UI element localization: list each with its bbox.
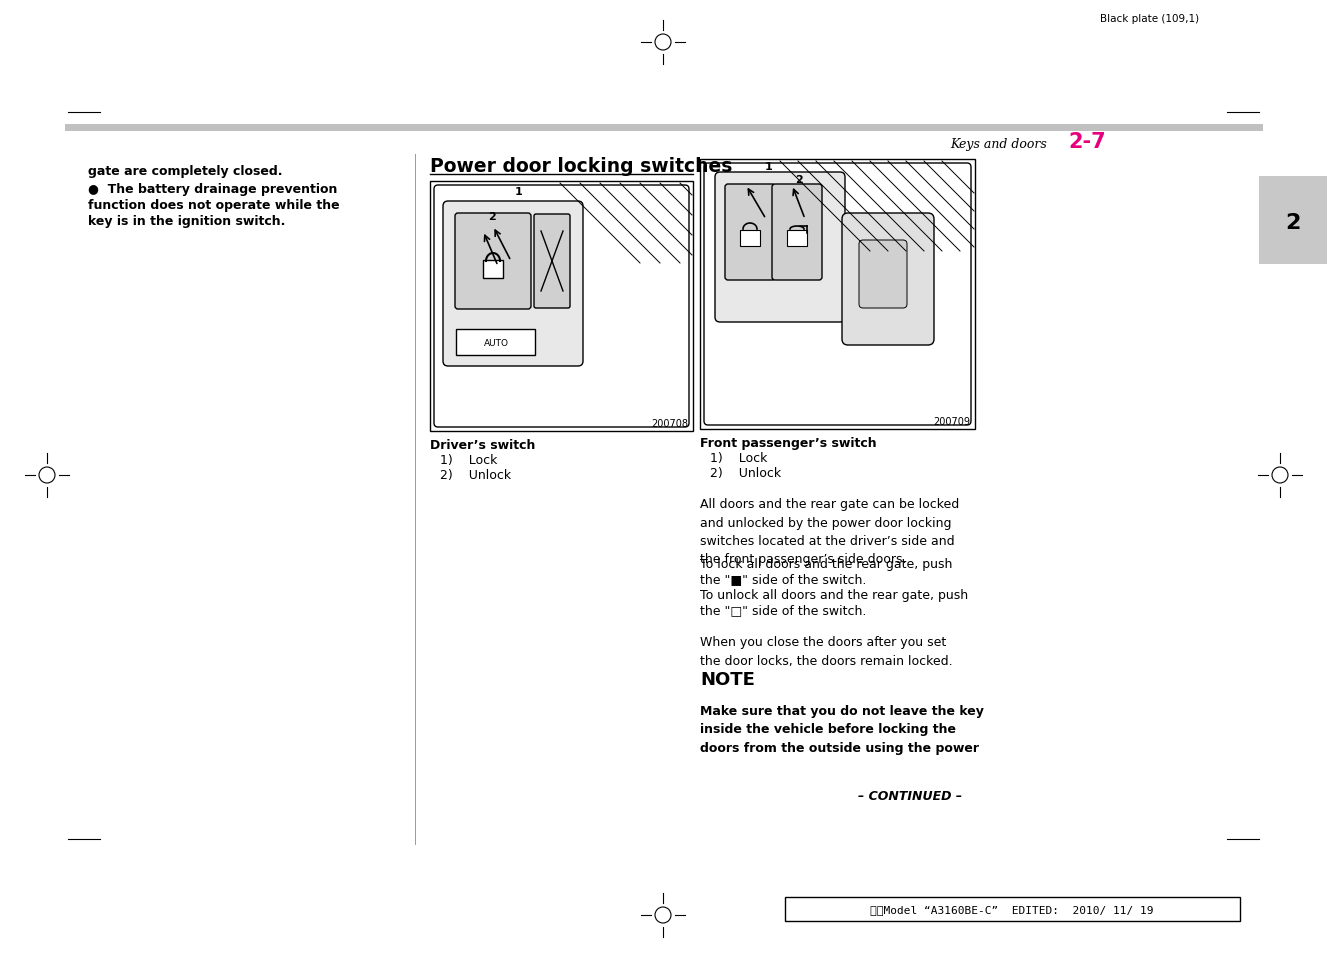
Text: 2: 2 <box>1286 213 1300 233</box>
Text: To unlock all doors and the rear gate, push: To unlock all doors and the rear gate, p… <box>701 588 969 601</box>
Text: Front passenger’s switch: Front passenger’s switch <box>701 436 877 450</box>
Text: To lock all doors and the rear gate, push: To lock all doors and the rear gate, pus… <box>701 558 953 571</box>
FancyBboxPatch shape <box>725 185 775 281</box>
Text: AUTO: AUTO <box>483 338 508 348</box>
Text: 2)    Unlock: 2) Unlock <box>441 469 511 481</box>
Text: 200708: 200708 <box>652 418 687 429</box>
Text: 1)    Lock: 1) Lock <box>441 454 498 467</box>
Text: 北米Model “A3160BE-C”  EDITED:  2010/ 11/ 19: 北米Model “A3160BE-C” EDITED: 2010/ 11/ 19 <box>871 904 1153 914</box>
Text: 2: 2 <box>488 212 496 222</box>
Text: Driver’s switch: Driver’s switch <box>430 438 535 452</box>
FancyBboxPatch shape <box>772 185 821 281</box>
Text: 200709: 200709 <box>933 416 970 427</box>
FancyBboxPatch shape <box>701 160 975 430</box>
Text: gate are completely closed.: gate are completely closed. <box>88 165 283 178</box>
Text: NOTE: NOTE <box>701 670 755 688</box>
Text: ●  The battery drainage prevention: ● The battery drainage prevention <box>88 183 337 195</box>
FancyBboxPatch shape <box>786 897 1239 921</box>
FancyBboxPatch shape <box>455 213 531 310</box>
FancyBboxPatch shape <box>456 330 535 355</box>
FancyBboxPatch shape <box>859 241 906 309</box>
FancyBboxPatch shape <box>843 213 934 346</box>
Text: 1: 1 <box>764 162 772 172</box>
Text: 2)    Unlock: 2) Unlock <box>710 467 782 479</box>
FancyBboxPatch shape <box>715 172 845 323</box>
Text: key is in the ignition switch.: key is in the ignition switch. <box>88 214 285 228</box>
Text: the "■" side of the switch.: the "■" side of the switch. <box>701 573 867 585</box>
Text: 1)    Lock: 1) Lock <box>710 452 767 464</box>
Text: the "□" side of the switch.: the "□" side of the switch. <box>701 603 867 617</box>
Text: 2: 2 <box>795 174 803 185</box>
FancyBboxPatch shape <box>483 261 503 278</box>
Text: – CONTINUED –: – CONTINUED – <box>859 789 962 802</box>
Text: Keys and doors: Keys and doors <box>950 138 1047 151</box>
FancyBboxPatch shape <box>740 231 760 247</box>
Text: Black plate (109,1): Black plate (109,1) <box>1100 14 1200 24</box>
Text: Make sure that you do not leave the key
inside the vehicle before locking the
do: Make sure that you do not leave the key … <box>701 704 983 754</box>
Text: All doors and the rear gate can be locked
and unlocked by the power door locking: All doors and the rear gate can be locke… <box>701 497 959 566</box>
Text: When you close the doors after you set
the door locks, the doors remain locked.: When you close the doors after you set t… <box>701 636 953 667</box>
FancyBboxPatch shape <box>787 231 807 247</box>
FancyBboxPatch shape <box>430 182 693 432</box>
Text: function does not operate while the: function does not operate while the <box>88 199 340 212</box>
Text: 1: 1 <box>515 187 523 196</box>
FancyBboxPatch shape <box>443 202 583 367</box>
FancyBboxPatch shape <box>1259 177 1327 265</box>
FancyBboxPatch shape <box>533 214 571 309</box>
Text: 2-7: 2-7 <box>1068 132 1105 152</box>
Text: Power door locking switches: Power door locking switches <box>430 157 733 175</box>
